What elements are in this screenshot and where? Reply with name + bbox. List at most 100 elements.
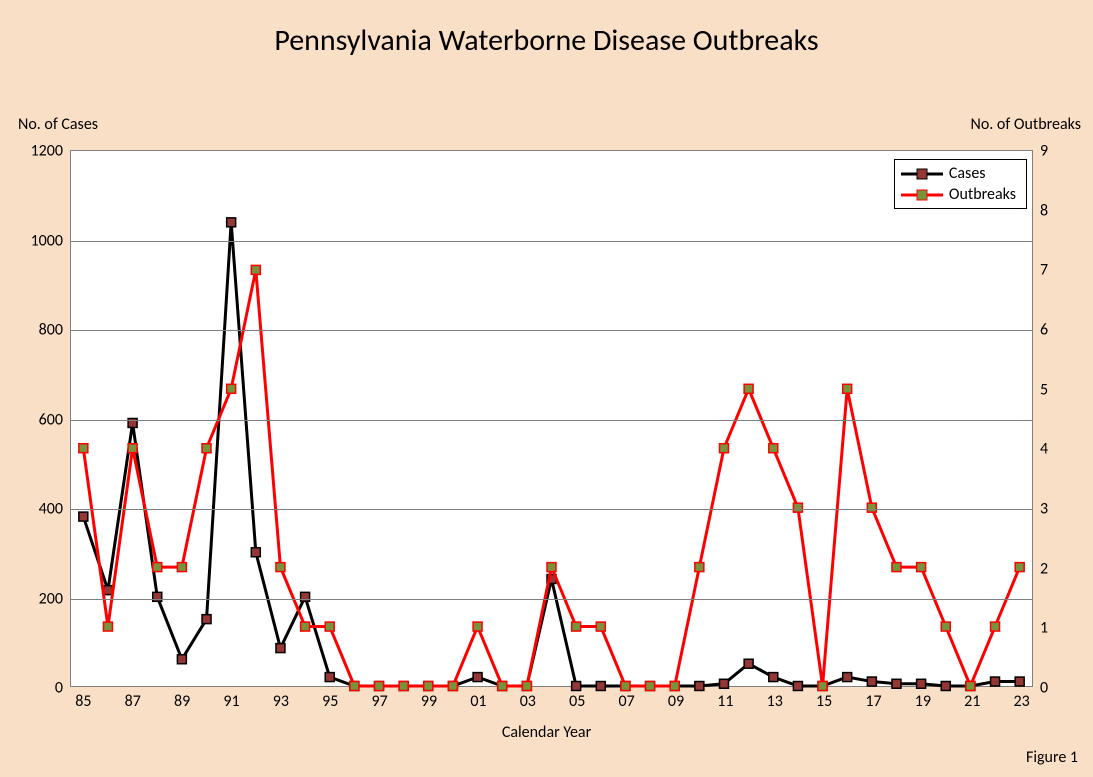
marker-outbreaks (941, 622, 950, 631)
x-tick: 11 (717, 692, 733, 711)
marker-cases (769, 673, 778, 682)
x-axis-label: Calendar Year (0, 723, 1093, 742)
marker-outbreaks (547, 563, 556, 572)
marker-cases (744, 659, 753, 668)
marker-cases (843, 673, 852, 682)
marker-outbreaks (153, 563, 162, 572)
gridline (71, 420, 1032, 421)
gridline (71, 241, 1032, 242)
marker-outbreaks (646, 682, 655, 691)
marker-outbreaks (79, 444, 88, 453)
marker-outbreaks (695, 563, 704, 572)
x-tick: 01 (470, 692, 486, 711)
x-tick: 09 (668, 692, 684, 711)
marker-cases (917, 679, 926, 688)
marker-outbreaks (473, 622, 482, 631)
marker-cases (892, 679, 901, 688)
marker-cases (572, 682, 581, 691)
legend: Cases Outbreaks (894, 159, 1027, 209)
x-tick: 13 (767, 692, 783, 711)
marker-cases (325, 673, 334, 682)
marker-cases (251, 548, 260, 557)
marker-outbreaks (103, 622, 112, 631)
marker-outbreaks (719, 444, 728, 453)
marker-outbreaks (867, 503, 876, 512)
marker-outbreaks (177, 563, 186, 572)
y-tick-left: 200 (13, 589, 63, 608)
y-tick-left: 0 (13, 679, 63, 698)
y-tick-right: 6 (1040, 321, 1070, 340)
marker-cases (941, 682, 950, 691)
marker-outbreaks (596, 622, 605, 631)
marker-cases (79, 512, 88, 521)
x-tick: 93 (273, 692, 289, 711)
marker-outbreaks (424, 682, 433, 691)
marker-cases (719, 679, 728, 688)
x-tick: 21 (964, 692, 980, 711)
marker-cases (301, 592, 310, 601)
chart-container: Pennsylvania Waterborne Disease Outbreak… (0, 0, 1093, 777)
marker-outbreaks (917, 563, 926, 572)
x-tick: 23 (1014, 692, 1030, 711)
marker-cases (1015, 677, 1024, 686)
marker-outbreaks (621, 682, 630, 691)
marker-cases (991, 677, 1000, 686)
legend-swatch-cases (901, 167, 943, 181)
x-tick: 19 (915, 692, 931, 711)
gridline (71, 599, 1032, 600)
y-tick-right: 5 (1040, 380, 1070, 399)
x-tick: 15 (816, 692, 832, 711)
y-tick-right: 4 (1040, 440, 1070, 459)
x-tick: 97 (372, 692, 388, 711)
legend-item-outbreaks: Outbreaks (901, 184, 1016, 205)
marker-outbreaks (399, 682, 408, 691)
chart-title: Pennsylvania Waterborne Disease Outbreak… (0, 22, 1093, 59)
marker-cases (276, 644, 285, 653)
marker-outbreaks (966, 682, 975, 691)
marker-outbreaks (818, 682, 827, 691)
marker-outbreaks (350, 682, 359, 691)
marker-outbreaks (251, 265, 260, 274)
marker-outbreaks (325, 622, 334, 631)
marker-cases (793, 682, 802, 691)
y-tick-left: 600 (13, 410, 63, 429)
marker-cases (473, 673, 482, 682)
marker-outbreaks (843, 384, 852, 393)
marker-outbreaks (375, 682, 384, 691)
marker-cases (695, 682, 704, 691)
marker-outbreaks (448, 682, 457, 691)
x-tick: 03 (520, 692, 536, 711)
marker-outbreaks (227, 384, 236, 393)
x-tick: 05 (569, 692, 585, 711)
marker-cases (202, 615, 211, 624)
y-tick-right: 7 (1040, 261, 1070, 280)
y-tick-left: 1000 (13, 231, 63, 250)
marker-outbreaks (769, 444, 778, 453)
x-tick: 07 (618, 692, 634, 711)
marker-cases (596, 682, 605, 691)
figure-label: Figure 1 (1026, 748, 1078, 767)
marker-outbreaks (991, 622, 1000, 631)
marker-outbreaks (276, 563, 285, 572)
marker-cases (153, 592, 162, 601)
y-tick-right: 2 (1040, 559, 1070, 578)
series-line-cases (83, 222, 1019, 686)
y-tick-left: 800 (13, 321, 63, 340)
legend-label-outbreaks: Outbreaks (949, 185, 1016, 204)
x-tick: 17 (865, 692, 881, 711)
x-tick: 99 (421, 692, 437, 711)
marker-cases (177, 655, 186, 664)
y-tick-left: 400 (13, 500, 63, 519)
marker-outbreaks (1015, 563, 1024, 572)
marker-outbreaks (128, 444, 137, 453)
marker-outbreaks (892, 563, 901, 572)
marker-outbreaks (202, 444, 211, 453)
gridline (71, 509, 1032, 510)
marker-outbreaks (744, 384, 753, 393)
marker-outbreaks (301, 622, 310, 631)
x-tick: 95 (322, 692, 338, 711)
y-axis-label-right: No. of Outbreaks (971, 115, 1082, 134)
x-tick: 87 (125, 692, 141, 711)
marker-outbreaks (498, 682, 507, 691)
marker-cases (227, 218, 236, 227)
